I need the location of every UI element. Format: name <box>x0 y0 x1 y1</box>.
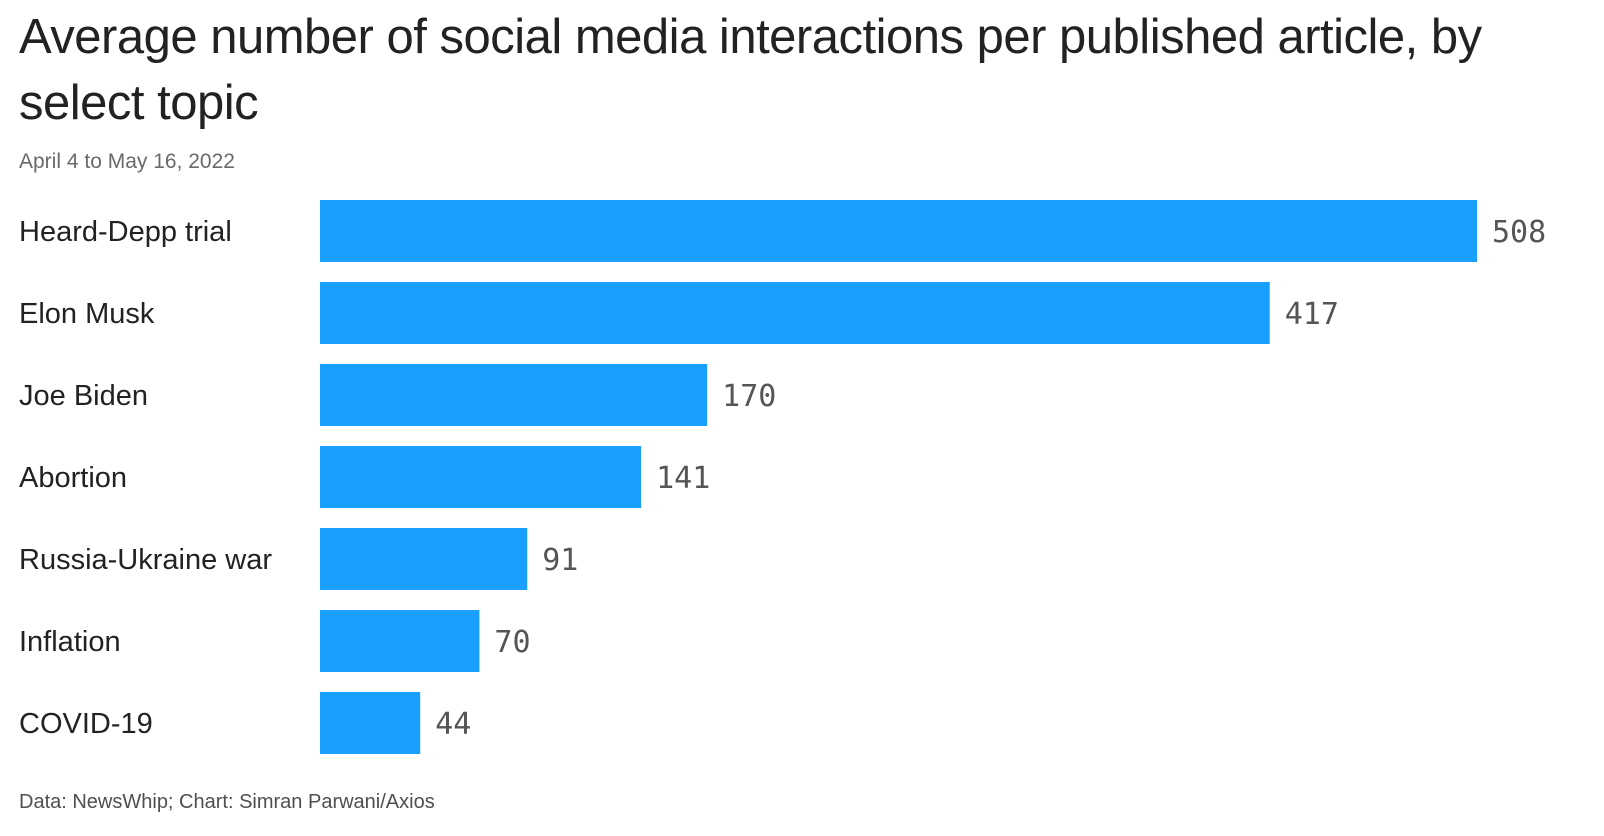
bar <box>320 528 528 590</box>
bar <box>320 200 1477 262</box>
chart-subtitle: April 4 to May 16, 2022 <box>19 150 235 173</box>
chart-source: Data: NewsWhip; Chart: Simran Parwani/Ax… <box>19 791 435 813</box>
category-label: Joe Biden <box>19 380 148 412</box>
data-label: 417 <box>1285 297 1339 332</box>
category-label: Elon Musk <box>19 298 155 330</box>
bar <box>320 282 1270 344</box>
data-label: 170 <box>722 379 776 414</box>
data-label: 141 <box>656 461 710 496</box>
category-label: Heard-Depp trial <box>19 216 232 248</box>
bar <box>320 446 642 508</box>
data-label: 508 <box>1492 215 1546 250</box>
category-label: Inflation <box>19 626 121 658</box>
data-label: 44 <box>435 707 471 742</box>
chart-title: Average number of social media interacti… <box>19 10 1482 130</box>
data-label: 70 <box>494 625 530 660</box>
bar <box>320 692 421 754</box>
category-label: Abortion <box>19 462 127 494</box>
category-label: Russia-Ukraine war <box>19 544 272 576</box>
data-label: 91 <box>542 543 578 578</box>
category-label: COVID-19 <box>19 708 153 740</box>
bar <box>320 610 480 672</box>
bar <box>320 364 708 426</box>
